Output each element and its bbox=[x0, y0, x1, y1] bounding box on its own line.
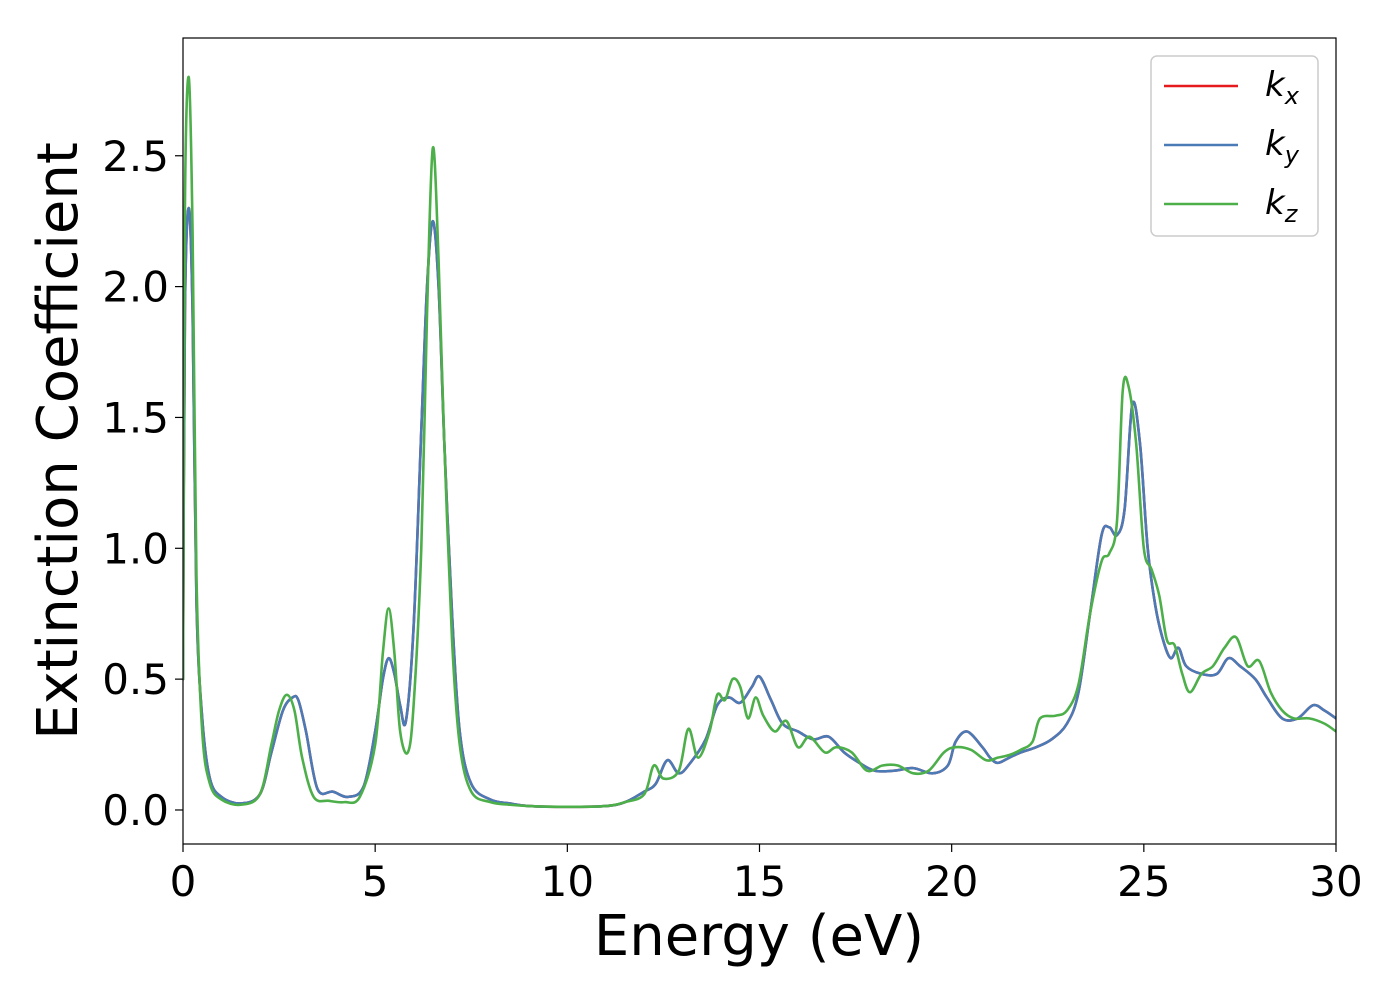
x-axis-label: Energy (eV) bbox=[594, 904, 924, 969]
y-axis-label: Extinction Coefficient bbox=[26, 142, 91, 740]
legend-label-kx: kx bbox=[1265, 65, 1300, 110]
y-axis-ticks: 0.0 0.5 1.0 1.5 2.0 2.5 bbox=[102, 132, 183, 835]
y-tick-label: 0.5 bbox=[102, 655, 169, 704]
series-line-kz bbox=[183, 75, 1336, 809]
y-tick-label: 1.0 bbox=[102, 524, 169, 573]
x-tick-label: 25 bbox=[1117, 857, 1170, 906]
legend-label-ky: ky bbox=[1265, 124, 1300, 169]
x-tick-label: 10 bbox=[541, 857, 594, 906]
y-tick-label: 2.5 bbox=[102, 132, 169, 181]
x-tick-label: 20 bbox=[925, 857, 978, 906]
x-tick-label: 5 bbox=[362, 857, 389, 906]
y-tick-label: 1.5 bbox=[102, 393, 169, 442]
legend: kx ky kz bbox=[1150, 55, 1319, 237]
y-tick-label: 2.0 bbox=[102, 263, 169, 312]
y-tick-label: 0.0 bbox=[102, 786, 169, 835]
x-tick-label: 0 bbox=[170, 857, 197, 906]
legend-label-kz: kz bbox=[1265, 183, 1299, 228]
x-tick-label: 30 bbox=[1309, 857, 1362, 906]
series-line-ky bbox=[183, 206, 1336, 809]
series-layer bbox=[183, 75, 1336, 809]
x-axis-ticks: 0 5 10 15 20 25 30 bbox=[170, 844, 1363, 906]
x-tick-label: 15 bbox=[733, 857, 786, 906]
